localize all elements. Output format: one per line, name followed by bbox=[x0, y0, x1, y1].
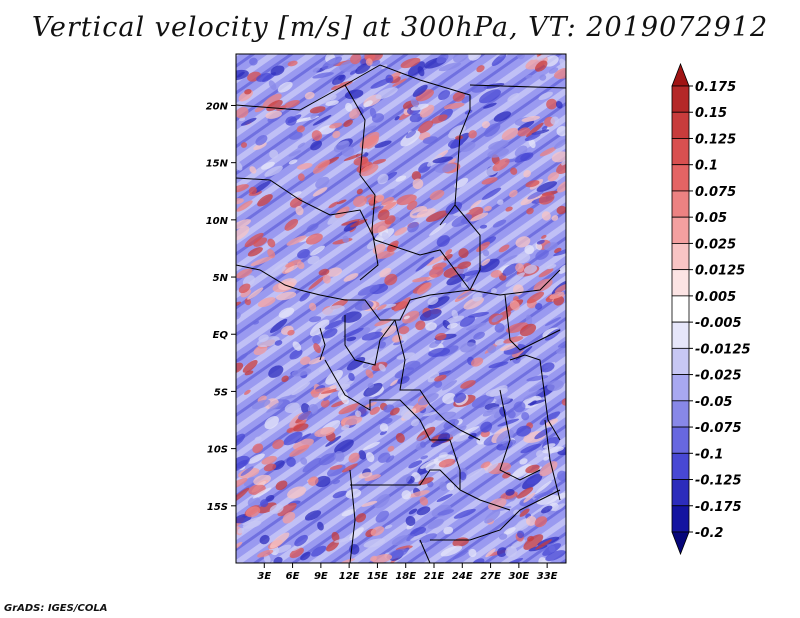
lon-label: 27E bbox=[480, 571, 501, 582]
colorbar: 0.175 0.15 0.125 0.1 0.075 0.05 0.025 0.0125 0.0… bbox=[671, 62, 751, 556]
colorbar-swatch bbox=[671, 216, 690, 244]
colorbar-cap-bottom bbox=[671, 531, 690, 556]
colorbar-swatch bbox=[671, 347, 690, 375]
country-borders bbox=[236, 64, 566, 563]
colorbar-swatch bbox=[671, 374, 690, 402]
colorbar-swatch bbox=[671, 400, 690, 428]
velocity-field bbox=[236, 54, 566, 563]
latitude-axis: 20N 15N 10N 5N EQ 5S 10S 15S bbox=[206, 101, 236, 513]
lat-label: 5S bbox=[214, 387, 228, 398]
lon-label: 24E bbox=[452, 571, 473, 582]
colorbar-label: -0.005 bbox=[695, 316, 742, 331]
colorbar-label: -0.1 bbox=[695, 447, 723, 462]
colorbar-label: 0.005 bbox=[695, 290, 736, 305]
lat-label: 20N bbox=[206, 101, 229, 112]
colorbar-label: -0.2 bbox=[695, 526, 723, 541]
chart-title: Vertical velocity [m/s] at 300hPa, VT: 2… bbox=[31, 12, 769, 43]
colorbar-label: 0.1 bbox=[695, 159, 718, 174]
colorbar-label: -0.175 bbox=[695, 500, 742, 515]
lat-label: EQ bbox=[213, 330, 229, 341]
colorbar-label: -0.125 bbox=[695, 474, 742, 489]
longitude-axis: 3E 6E 9E 12E 15E 18E 21E 24E 27E 30E 33E bbox=[257, 563, 558, 582]
colorbar-swatch bbox=[671, 85, 690, 113]
lon-label: 12E bbox=[339, 571, 360, 582]
colorbar-swatch bbox=[671, 479, 690, 507]
lon-label: 21E bbox=[424, 571, 445, 582]
footer-credit: GrADS: IGES/COLA bbox=[4, 603, 108, 614]
colorbar-swatch bbox=[671, 138, 690, 166]
colorbar-swatch bbox=[671, 243, 690, 271]
lon-label: 18E bbox=[395, 571, 416, 582]
lat-label: 5N bbox=[213, 273, 229, 284]
colorbar-swatch bbox=[671, 321, 690, 349]
colorbar-swatch bbox=[671, 164, 690, 192]
lat-label: 15N bbox=[206, 159, 229, 170]
colorbar-label: 0.175 bbox=[695, 80, 736, 95]
colorbar-swatch bbox=[671, 190, 690, 218]
lon-label: 30E bbox=[508, 571, 529, 582]
map-frame bbox=[235, 53, 567, 564]
colorbar-label: 0.125 bbox=[695, 132, 736, 147]
lon-label: 6E bbox=[286, 571, 300, 582]
colorbar-label: 0.025 bbox=[695, 237, 736, 252]
lon-label: 9E bbox=[314, 571, 328, 582]
colorbar-swatch bbox=[671, 111, 690, 139]
lon-label: 3E bbox=[257, 571, 271, 582]
colorbar-label: 0.15 bbox=[695, 106, 727, 121]
lat-label: 15S bbox=[207, 502, 228, 513]
colorbar-label: 0.075 bbox=[695, 185, 736, 200]
colorbar-label: -0.0125 bbox=[695, 342, 751, 357]
colorbar-swatch bbox=[671, 269, 690, 297]
colorbar-swatch bbox=[671, 295, 690, 323]
colorbar-label: 0.05 bbox=[695, 211, 727, 226]
colorbar-label: -0.025 bbox=[695, 369, 742, 384]
lat-label: 10S bbox=[207, 445, 228, 456]
colorbar-label: -0.075 bbox=[695, 421, 742, 436]
colorbar-label: 0.0125 bbox=[695, 264, 745, 279]
colorbar-swatch bbox=[671, 452, 690, 480]
lon-label: 15E bbox=[367, 571, 388, 582]
lat-label: 10N bbox=[206, 216, 229, 227]
colorbar-swatch bbox=[671, 426, 690, 454]
colorbar-swatch bbox=[671, 505, 690, 533]
colorbar-label: -0.05 bbox=[695, 395, 732, 410]
colorbar-cap-top bbox=[671, 62, 690, 87]
lon-label: 33E bbox=[537, 571, 558, 582]
